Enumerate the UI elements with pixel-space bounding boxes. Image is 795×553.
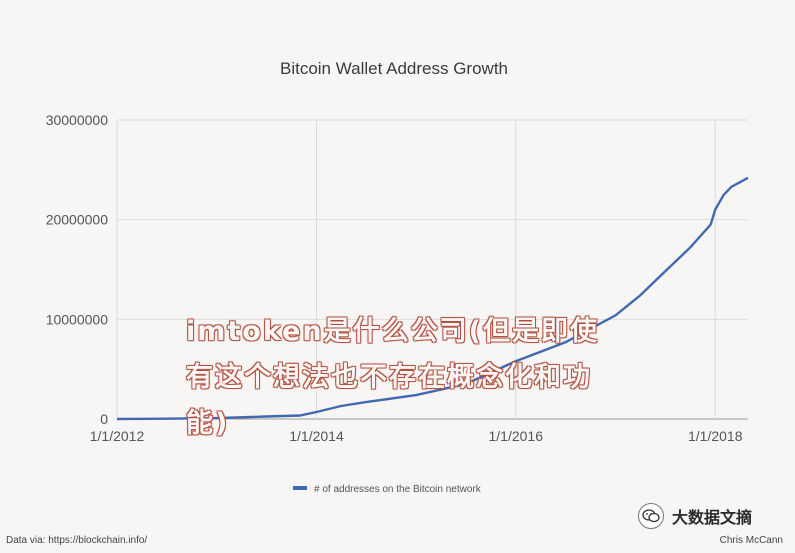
x-axis-ticks: 1/1/2012 1/1/2014 1/1/2016 1/1/2018 (90, 428, 743, 444)
legend-label: # of addresses on the Bitcoin network (314, 484, 482, 495)
wechat-account-name: 大数据文摘 (672, 508, 753, 527)
y-axis-ticks: 0 10000000 20000000 30000000 (46, 112, 109, 427)
x-tick-label: 1/1/2016 (488, 428, 543, 444)
watermark-overlay-text: imtoken是什么公司(但是即使有这个想法也不存在概念化和功能) (186, 316, 599, 439)
wechat-icon (638, 503, 664, 529)
legend: # of addresses on the Bitcoin network (293, 484, 482, 495)
data-source-note: Data via: https://blockchain.info/ (6, 535, 148, 546)
y-tick-label: 0 (100, 411, 108, 427)
chart-title: Bitcoin Wallet Address Growth (280, 59, 508, 78)
wechat-account-badge: 大数据文摘 (638, 503, 752, 529)
x-tick-label: 1/1/2012 (90, 428, 145, 444)
x-tick-label: 1/1/2018 (688, 428, 743, 444)
x-tick-label: 1/1/2014 (289, 428, 344, 444)
legend-swatch (293, 486, 307, 490)
y-tick-label: 20000000 (46, 212, 109, 228)
y-tick-label: 30000000 (46, 112, 109, 128)
grid-lines (116, 119, 748, 420)
series-line-addresses (116, 176, 749, 421)
y-tick-label: 10000000 (46, 311, 109, 327)
author-credit: Chris McCann (719, 535, 783, 546)
